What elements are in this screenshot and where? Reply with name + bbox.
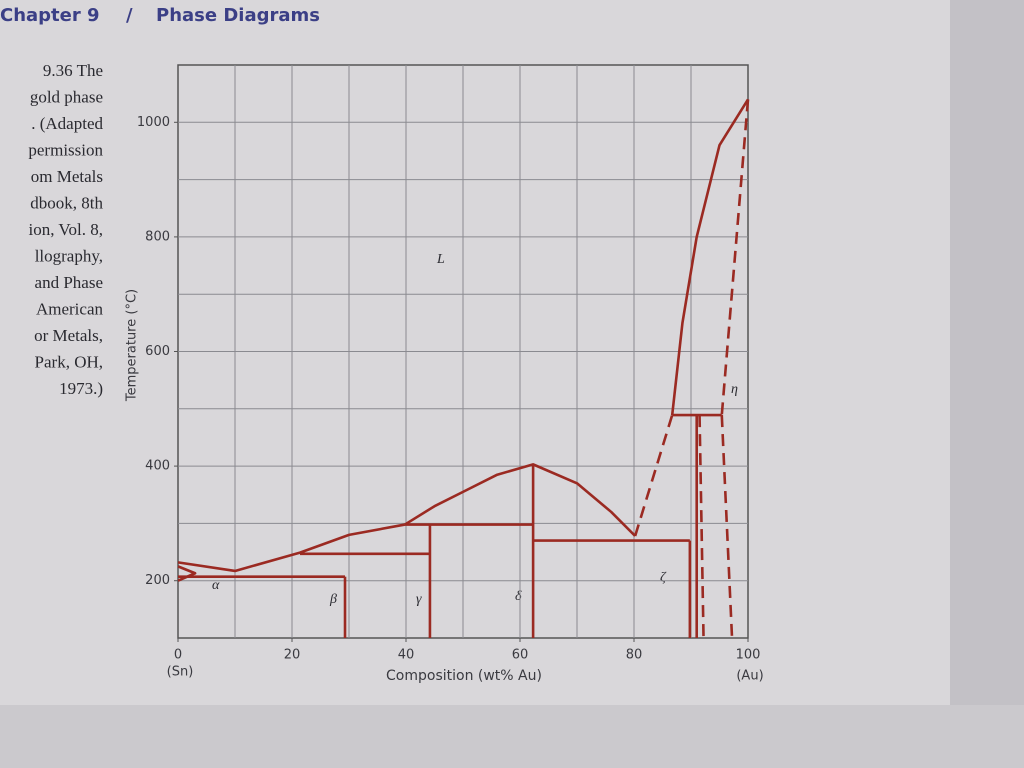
caption-line: 1973.) <box>59 379 103 398</box>
x-end-label: (Sn) <box>167 665 194 680</box>
caption-line: American <box>36 299 104 318</box>
phase-label: δ <box>515 589 522 604</box>
chapter: Chapter 9 <box>0 5 100 26</box>
y-tick-label: 1000 <box>137 115 170 130</box>
y-tick-label: 400 <box>145 459 170 474</box>
phase-boundary <box>177 565 197 582</box>
caption-line: om Metals <box>31 167 103 186</box>
x-tick-label: 60 <box>512 648 529 663</box>
x-axis-label: Composition (wt% Au) <box>386 668 542 684</box>
caption-line: or Metals, <box>34 326 103 345</box>
x-tick-label: 100 <box>736 648 761 663</box>
phase-boundary <box>633 414 674 537</box>
x-tick-label: 80 <box>626 648 643 663</box>
caption-line: llography, <box>35 246 103 265</box>
page-bottom <box>0 705 1024 768</box>
phase-label: ζ <box>660 570 667 585</box>
separator: / <box>126 5 133 26</box>
phase-label: η <box>731 382 738 397</box>
page-edge <box>950 0 1024 768</box>
phase-boundary <box>670 98 750 416</box>
phase-boundary <box>404 463 637 537</box>
caption-line: and Phase <box>35 273 103 292</box>
phase-boundary <box>720 99 750 416</box>
x-end-label: (Au) <box>736 669 763 684</box>
phase-label: β <box>329 592 337 607</box>
phase-label: γ <box>416 592 422 607</box>
phase-label: L <box>436 252 445 267</box>
section: Phase Diagrams <box>156 5 320 26</box>
caption-line: dbook, 8th <box>30 193 103 212</box>
phase-label: α <box>212 578 220 593</box>
caption-line: permission <box>28 140 103 159</box>
caption-line: ion, Vol. 8, <box>29 220 103 239</box>
caption: 9.36 The gold phase . (Adapted permission om… <box>28 61 103 398</box>
caption-line: 9.36 The <box>43 61 103 80</box>
caption-line: gold phase <box>30 87 103 106</box>
x-tick-label: 40 <box>398 648 415 663</box>
y-tick-label: 200 <box>145 573 170 588</box>
y-axis-label: Temperature (°C) <box>125 289 140 402</box>
y-tick-label: 800 <box>145 229 170 244</box>
x-tick-label: 20 <box>284 648 301 663</box>
caption-line: Park, OH, <box>35 352 103 371</box>
x-tick-label: 0 <box>174 648 182 663</box>
y-tick-label: 600 <box>145 344 170 359</box>
caption-line: . (Adapted <box>31 114 103 133</box>
